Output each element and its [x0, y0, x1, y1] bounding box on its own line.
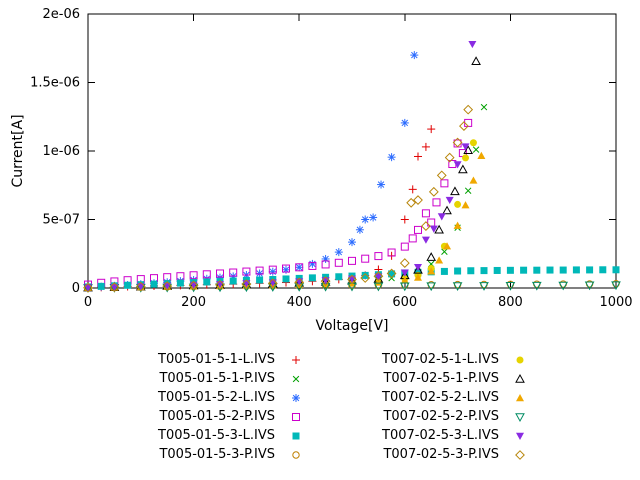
y-tick-label: 5e-07: [42, 213, 80, 228]
triangle-up-open-marker-icon: [515, 373, 525, 383]
x-tick-label: 400: [287, 295, 312, 310]
y-tick-label: 1.5e-06: [30, 76, 80, 91]
legend-label: T007-02-5-1-L.IVS: [382, 352, 499, 367]
star-marker-icon: [292, 393, 300, 402]
legend-label: T005-01-5-3-P.IVS: [159, 447, 275, 462]
legend-item: T007-02-5-1-L.IVS: [337, 350, 527, 369]
triangle-down-open-marker-icon: [515, 412, 525, 422]
legend-label: T007-02-5-2-P.IVS: [383, 409, 499, 424]
triangle-down-filled-marker-icon: [516, 432, 524, 440]
x-tick-label: 0: [84, 295, 92, 310]
legend-label: T007-02-5-3-L.IVS: [382, 428, 499, 443]
circle-open-marker-icon: [292, 450, 300, 459]
circle-filled-marker-icon: [516, 356, 524, 363]
x-tick-label: 800: [498, 295, 523, 310]
legend-label: T005-01-5-2-P.IVS: [159, 409, 275, 424]
legend-item: T007-02-5-1-P.IVS: [337, 369, 527, 388]
x-tick-label: 600: [392, 295, 417, 310]
legend-item: T005-01-5-3-L.IVS: [113, 426, 303, 445]
square-open-marker-icon: [292, 412, 300, 421]
chart-legend: T005-01-5-1-L.IVS T005-01-5-1-P.IVS T005-0…: [113, 350, 527, 464]
diamond-open-marker-icon: [515, 449, 525, 460]
legend-label: T007-02-5-1-P.IVS: [383, 371, 499, 386]
plus-marker-icon: [292, 355, 300, 364]
cross-marker-icon: [292, 375, 300, 382]
x-tick-label: 1000: [599, 295, 632, 310]
legend-item: T007-02-5-2-P.IVS: [337, 407, 527, 426]
y-axis-label: Current[A]: [10, 114, 26, 187]
iv-scatter-chart: 0 200 400 600 800 1000 0 5e-07 1e-06 1.5e-06 2e-06…: [10, 7, 633, 334]
series-T007-02-5-1-P.IVS: [83, 56, 481, 292]
legend-label: T005-01-5-1-P.IVS: [159, 371, 275, 386]
legend-label: T007-02-5-2-L.IVS: [382, 390, 499, 405]
plot-frame: [87, 13, 617, 289]
series-T005-01-5-2-P.IVS: [84, 118, 473, 289]
legend-item: T005-01-5-2-P.IVS: [113, 407, 303, 426]
x-axis-label: Voltage[V]: [315, 318, 388, 334]
y-tick-label: 2e-06: [42, 7, 80, 22]
legend-label: T005-01-5-3-L.IVS: [158, 428, 275, 443]
square-filled-marker-icon: [292, 432, 300, 439]
legend-item: T007-02-5-2-L.IVS: [337, 388, 527, 407]
legend-item: T005-01-5-3-P.IVS: [113, 445, 303, 464]
triangle-up-filled-marker-icon: [516, 393, 524, 401]
legend-label: T005-01-5-2-L.IVS: [158, 390, 275, 405]
series-T007-02-5-3-L.IVS: [84, 40, 477, 292]
series-T007-02-5-3-P.IVS: [83, 104, 474, 293]
y-tick-label: 1e-06: [42, 144, 80, 159]
legend-item: T007-02-5-3-L.IVS: [337, 426, 527, 445]
series-T005-01-5-1-P.IVS: [84, 103, 488, 291]
legend-label: T007-02-5-3-P.IVS: [383, 447, 499, 462]
legend-item: T005-01-5-2-L.IVS: [113, 388, 303, 407]
x-tick-label: 200: [181, 295, 206, 310]
legend-item: T005-01-5-1-P.IVS: [113, 369, 303, 388]
legend-label: T005-01-5-1-L.IVS: [158, 352, 275, 367]
y-tick-label: 0: [72, 281, 80, 296]
legend-item: T005-01-5-1-L.IVS: [113, 350, 303, 369]
legend-item: T007-02-5-3-P.IVS: [337, 445, 527, 464]
